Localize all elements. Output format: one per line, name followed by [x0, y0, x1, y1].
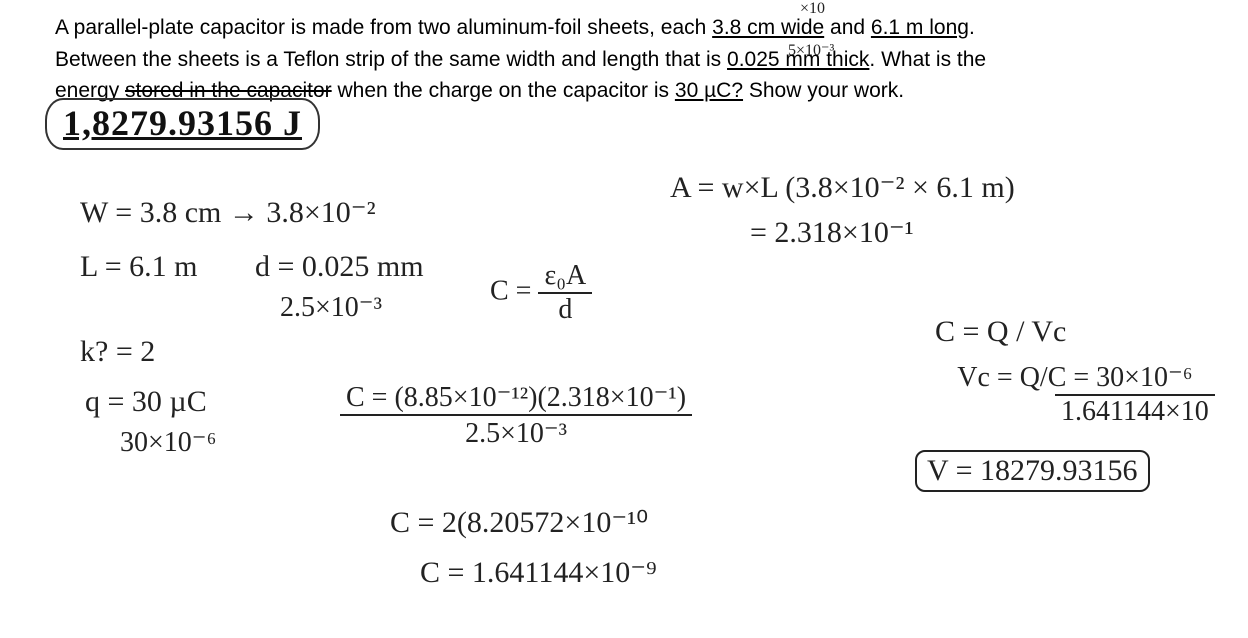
vc-calc: Vc = Q/C = 30×10⁻⁶ 1.641144×10: [935, 360, 1215, 428]
problem-line3b: when the charge on the capacitor is: [332, 79, 675, 102]
given-q2: 30×10⁻⁶: [120, 425, 216, 459]
problem-line3c: Show your work.: [743, 79, 904, 102]
problem-statement: A parallel-plate capacitor is made from …: [55, 12, 1155, 107]
given-d2: 2.5×10⁻³: [280, 290, 382, 324]
length-underline: 6.1 m long: [871, 16, 969, 39]
given-d1: d = 0.025 mm: [255, 250, 424, 284]
area-def: A = w×L (3.8×10⁻² × 6.1 m): [670, 170, 1015, 205]
answer-value: 1,8279.93156 J: [63, 103, 302, 143]
given-k: k? = 2: [80, 335, 155, 369]
problem-line1c: .: [969, 16, 975, 39]
annotation-5e-3: 5×10⁻³: [788, 40, 834, 60]
c-formula-top: ε₀A: [538, 260, 592, 294]
problem-line2a: Between the sheets is a Teflon strip of …: [55, 48, 727, 71]
c-q-relation: C = Q / Vc: [935, 315, 1066, 349]
c-formula-frac: ε₀A d: [538, 260, 592, 326]
c-formula-prefix: C =: [490, 275, 531, 306]
v-answer-box: V = 18279.93156: [915, 450, 1150, 492]
problem-line1b: and: [824, 16, 871, 39]
annotation-x10: ×10: [800, 0, 825, 18]
vc-frac: Vc = Q/C = 30×10⁻⁶ 1.641144×10: [935, 360, 1215, 428]
charge-underline: 30 µC?: [675, 79, 743, 102]
c-calc-top: C = (8.85×10⁻¹²)(2.318×10⁻¹): [340, 380, 692, 416]
c-step2: C = 2(8.20572×10⁻¹⁰: [390, 505, 648, 540]
c-formula: C = ε₀A d: [490, 260, 592, 326]
given-q1: q = 30 µC: [85, 385, 207, 419]
width-underline: 3.8 cm wide: [712, 16, 824, 39]
c-calc: C = (8.85×10⁻¹²)(2.318×10⁻¹) 2.5×10⁻³: [340, 380, 692, 450]
problem-line2b: . What is the: [869, 48, 986, 71]
area-val: = 2.318×10⁻¹: [750, 215, 914, 250]
c-step3: C = 1.641144×10⁻⁹: [420, 555, 657, 590]
given-l: L = 6.1 m: [80, 250, 197, 284]
answer-box: 1,8279.93156 J: [45, 98, 320, 150]
c-formula-bot: d: [538, 294, 592, 326]
c-calc-frac: C = (8.85×10⁻¹²)(2.318×10⁻¹) 2.5×10⁻³: [340, 380, 692, 450]
vc-bot: 1.641144×10: [1055, 394, 1215, 428]
c-calc-bot: 2.5×10⁻³: [340, 416, 692, 450]
v-answer: V = 18279.93156: [915, 450, 1150, 492]
given-w: W = 3.8 cm → 3.8×10⁻²: [80, 195, 376, 230]
problem-line1a: A parallel-plate capacitor is made from …: [55, 16, 712, 39]
vc-top: Vc = Q/C = 30×10⁻⁶: [935, 360, 1215, 394]
